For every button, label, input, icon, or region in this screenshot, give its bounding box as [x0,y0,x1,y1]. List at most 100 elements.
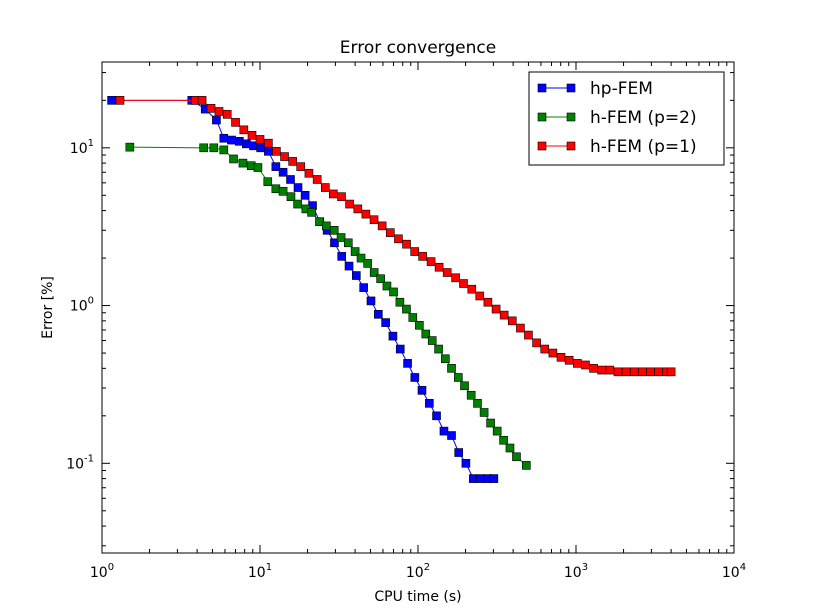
data-point-h-fem-p-2 [356,253,366,263]
data-point-h-fem-p-1 [621,367,631,377]
data-point-h-fem-p-1 [247,131,257,140]
legend-marker-h-fem-p-1 [566,141,576,151]
data-point-h-fem-p-1 [434,262,444,272]
data-point-h-fem-p-2 [522,461,531,470]
legend-marker-h-fem-p-2 [537,112,547,122]
data-point-h-fem-p-1 [312,175,322,184]
data-point-h-fem-p-2 [363,259,372,268]
data-point-h-fem-p-2 [219,145,229,155]
data-point-h-fem-p-1 [418,252,427,261]
y-tick-label: 10-1 [66,453,94,472]
y-tick-exponent: 0 [88,296,94,307]
y-tick-base: 10 [66,456,84,472]
data-point-hp-fem [107,96,116,105]
data-point-h-fem-p-1 [524,330,533,340]
data-point-h-fem-p-2 [499,435,508,445]
x-tick-exponent: 3 [582,562,588,573]
data-point-h-fem-p-1 [402,239,411,249]
data-point-hp-fem [439,426,449,436]
data-point-h-fem-p-2 [454,373,463,382]
data-point-h-fem-p-1 [377,221,387,231]
data-point-hp-fem [330,238,339,248]
data-point-h-fem-p-2 [278,187,288,196]
data-point-h-fem-p-1 [361,209,371,219]
data-point-h-fem-p-1 [239,125,249,135]
x-tick-base: 10 [248,565,266,581]
data-point-h-fem-p-1 [564,355,574,365]
data-point-h-fem-p-2 [402,304,411,314]
x-tick-base: 10 [90,565,108,581]
data-point-h-fem-p-2 [395,297,405,307]
series-h-fem-p-2 [125,142,531,470]
data-point-h-fem-p-1 [222,110,232,119]
data-point-h-fem-p-1 [304,168,314,178]
y-tick-base: 10 [70,299,88,315]
data-point-h-fem-p-1 [272,147,281,156]
legend-label-h-fem-p-2: h-FEM (p=2) [590,108,697,128]
data-point-h-fem-p-2 [209,143,219,153]
data-point-h-fem-p-2 [512,452,521,462]
legend: hp-FEM h-FEM (p=2) h-FEM (p=1) [528,71,725,166]
data-point-h-fem-p-1 [491,304,501,314]
data-point-h-fem-p-1 [394,234,403,244]
data-point-hp-fem [395,344,405,354]
x-tick-label: 103 [564,562,588,581]
x-tick-base: 10 [564,565,582,581]
data-point-h-fem-p-1 [206,104,216,113]
data-point-h-fem-p-1 [426,257,436,266]
data-point-hp-fem [300,191,310,200]
data-point-hp-fem [271,162,281,171]
data-point-hp-fem [469,474,478,483]
data-point-h-fem-p-2 [447,364,456,373]
data-point-h-fem-p-2 [427,336,437,345]
data-point-h-fem-p-2 [421,329,431,339]
data-point-hp-fem [359,283,368,292]
data-point-hp-fem [286,175,295,184]
data-point-h-fem-p-2 [293,199,302,209]
data-point-h-fem-p-1 [475,291,485,301]
data-point-h-fem-p-1 [613,367,623,377]
x-tick-exponent: 0 [108,562,114,573]
x-tick-label: 102 [406,562,430,581]
data-point-h-fem-p-1 [532,338,541,348]
data-point-hp-fem [388,331,398,341]
x-tick-base: 10 [722,565,740,581]
data-point-hp-fem [476,474,485,483]
data-point-h-fem-p-1 [264,138,273,148]
plot-area [107,96,676,483]
data-point-h-fem-p-2 [336,233,346,242]
data-point-hp-fem [461,459,471,468]
data-point-hp-fem [219,133,229,143]
x-tick-exponent: 1 [266,562,272,573]
data-point-h-fem-p-2 [376,274,385,284]
data-point-h-fem-p-1 [386,228,395,237]
data-point-hp-fem [366,296,376,306]
x-tick-label: 104 [722,562,746,581]
y-tick-label: 100 [70,296,94,315]
data-point-h-fem-p-1 [646,367,655,377]
y-tick-exponent: 1 [88,138,94,149]
data-point-h-fem-p-2 [492,426,502,436]
data-point-h-fem-p-2 [415,320,424,330]
data-point-h-fem-p-2 [307,208,316,217]
data-point-h-fem-p-1 [629,367,639,377]
data-point-h-fem-p-2 [434,344,443,354]
y-tick-base: 10 [70,141,88,157]
legend-marker-h-fem-p-2 [566,112,576,122]
data-point-h-fem-p-1 [328,189,338,199]
data-point-h-fem-p-2 [286,192,296,201]
data-point-hp-fem [403,359,412,368]
data-point-h-fem-p-1 [483,297,493,307]
data-point-hp-fem [293,183,303,192]
data-point-h-fem-p-1 [369,215,379,225]
y-tick-exponent: -1 [84,453,94,464]
data-point-h-fem-p-1 [337,192,346,201]
data-point-hp-fem [256,143,265,153]
chart-title: Error convergence [340,38,496,58]
data-point-hp-fem [337,252,347,261]
data-point-h-fem-p-1 [280,152,289,161]
plot-layer [107,96,676,483]
axes-frame [101,61,735,554]
data-point-h-fem-p-2 [473,399,482,408]
